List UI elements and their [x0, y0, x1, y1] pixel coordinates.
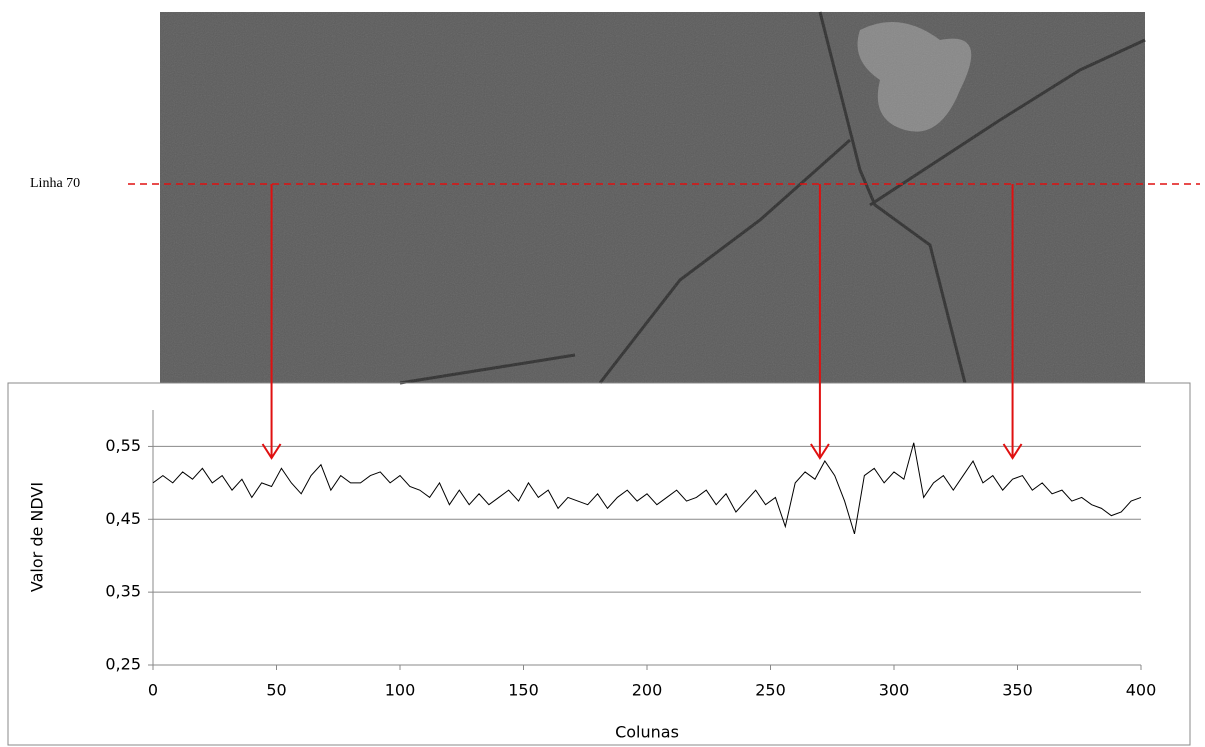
- plot: 0,25 0,35 0,45 0,55 0 50 100 150 200 250 300 350 400: [105, 410, 1156, 700]
- column-arrow: [1002, 184, 1023, 460]
- row-annotation: Linha 70: [30, 176, 80, 191]
- y-tick-label: 0,45: [105, 509, 141, 528]
- x-tick-label: 0: [148, 681, 158, 700]
- x-tick-label: 350: [1002, 681, 1033, 700]
- x-tick-label: 150: [508, 681, 539, 700]
- x-axis-label: Colunas: [615, 723, 679, 742]
- chart-frame: [7, 382, 1191, 746]
- y-tick-label: 0,55: [105, 436, 141, 455]
- x-tick-label: 300: [879, 681, 910, 700]
- column-arrow: [810, 184, 830, 460]
- satellite-image: [160, 11, 1146, 385]
- x-tick-label: 400: [1126, 681, 1157, 700]
- y-tick-label: 0,25: [105, 655, 141, 674]
- y-tick-label: 0,35: [105, 582, 141, 601]
- arrow-head: [261, 443, 282, 460]
- x-tick-label: 200: [632, 681, 663, 700]
- x-tick-label: 100: [385, 681, 416, 700]
- arrow-head: [810, 443, 830, 460]
- x-tick-label: 250: [755, 681, 786, 700]
- y-axis-label: Valor de NDVI: [28, 482, 47, 592]
- arrow-head: [1002, 443, 1023, 460]
- column-arrow: [261, 184, 282, 460]
- data-line: [152, 442, 1142, 535]
- x-tick-label: 50: [266, 681, 286, 700]
